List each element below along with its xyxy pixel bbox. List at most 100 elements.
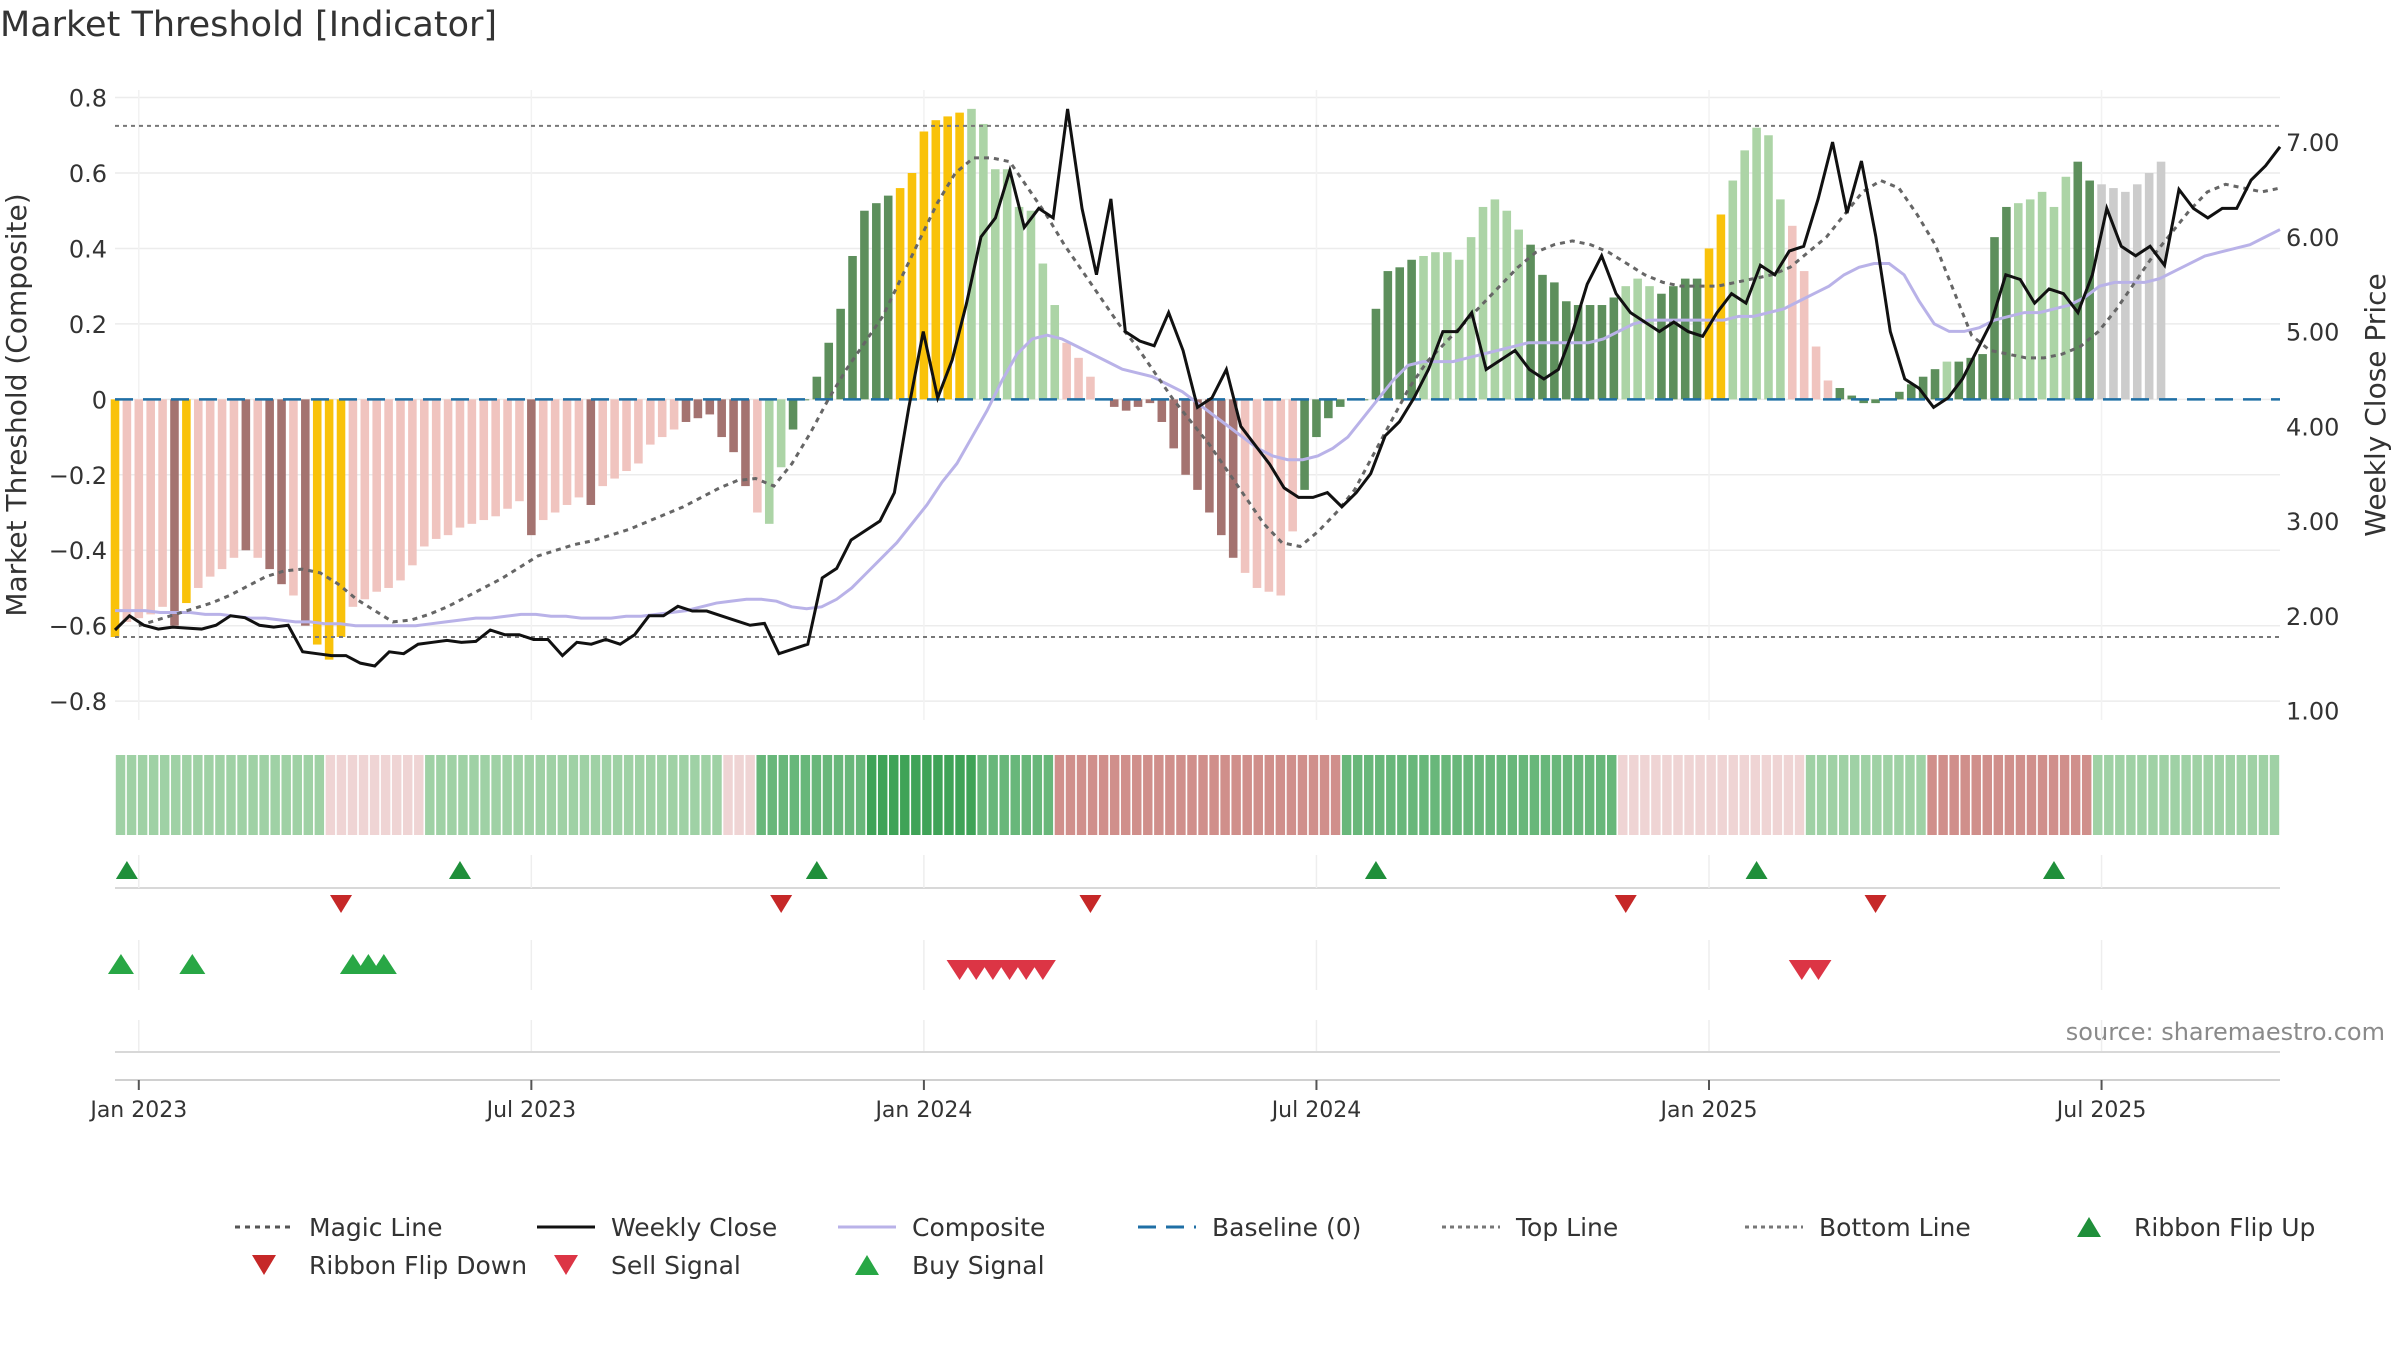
composite-bar	[979, 123, 988, 400]
composite-bar	[1990, 237, 1999, 400]
ribbon-cell	[215, 755, 225, 835]
ribbon-cell	[204, 755, 214, 835]
composite-bar	[1728, 180, 1738, 400]
composite-bar	[1752, 127, 1761, 400]
composite-bar	[1264, 399, 1274, 592]
composite-bar	[134, 399, 144, 619]
ribbon-cell	[2026, 755, 2037, 835]
ribbon-cell	[1551, 755, 1562, 835]
composite-bar	[1573, 305, 1583, 400]
ribbon-cell	[480, 755, 490, 835]
ribbon-cell	[999, 755, 1009, 835]
ribbon-cell	[391, 755, 402, 835]
ribbon-cell	[1297, 755, 1308, 835]
composite-bar	[1895, 391, 1904, 400]
ribbon-cell	[1927, 755, 1937, 835]
ribbon-cell	[1960, 755, 1970, 835]
ribbon-cell	[148, 755, 159, 835]
y2-tick-label: 4.00	[2286, 413, 2339, 441]
ribbon-cell	[1507, 755, 1518, 835]
composite-bar	[812, 376, 822, 400]
composite-bar	[990, 169, 1000, 400]
x-tick-label: Jan 2024	[873, 1098, 972, 1123]
composite-bar	[289, 399, 298, 596]
ribbon-cell	[2214, 755, 2224, 835]
weekly-close-line	[113, 108, 2282, 668]
composite-bar	[1657, 293, 1666, 400]
composite-bar	[2097, 184, 2106, 400]
x-tick-label: Jul 2023	[485, 1098, 577, 1123]
composite-bar	[1312, 399, 1321, 438]
ribbon-cell	[1375, 755, 1385, 835]
composite-bar	[193, 399, 203, 588]
ribbon-cell	[2170, 755, 2180, 835]
ribbon-cell	[1397, 755, 1407, 835]
composite-bar	[1859, 399, 1868, 404]
composite-bar	[1407, 259, 1416, 400]
ribbon-cell	[1043, 755, 1054, 835]
y-tick-label: 0.4	[69, 235, 107, 263]
composite-bar	[1847, 395, 1857, 400]
composite-bar	[907, 172, 917, 400]
composite-bar	[1038, 263, 1048, 400]
composite-bar	[241, 399, 251, 551]
ribbon-cell	[402, 755, 413, 835]
composite-bar	[931, 120, 941, 400]
composite-bar	[1383, 271, 1393, 400]
ribbon-cell	[2258, 755, 2269, 835]
composite-bar	[2014, 203, 2023, 400]
composite-bar	[324, 399, 334, 660]
composite-bar	[788, 399, 798, 430]
ribbon-cell	[2115, 755, 2125, 835]
composite-bar	[1193, 399, 1202, 490]
legend-label: Sell Signal	[611, 1251, 741, 1280]
ribbon-cell	[1132, 755, 1142, 835]
ribbon-cell	[1540, 755, 1551, 835]
ribbon-cell	[347, 755, 358, 835]
legend-swatch	[554, 1255, 578, 1275]
composite-bar	[836, 308, 845, 400]
ribbon-cell	[1861, 755, 1871, 835]
composite-bar	[1157, 399, 1167, 422]
ribbon-cell	[2015, 755, 2026, 835]
ribbon-cell	[1496, 755, 1506, 835]
composite-bar	[1609, 297, 1619, 400]
composite-bar	[1764, 135, 1773, 400]
composite-bar	[1133, 399, 1143, 407]
composite-bar	[110, 399, 120, 638]
composite-bar	[729, 399, 738, 453]
composite-bar	[1252, 399, 1262, 588]
ribbon-cell	[458, 755, 468, 835]
composite-bar	[1966, 357, 1975, 400]
ribbon-cell	[1728, 755, 1738, 835]
y2-tick-label: 7.00	[2286, 129, 2339, 157]
buy-signal-marker	[370, 954, 397, 974]
ribbon-cell	[1772, 755, 1783, 835]
legend-label: Top Line	[1515, 1213, 1618, 1242]
ribbon-cell	[237, 755, 247, 835]
ribbon-cell	[922, 755, 932, 835]
composite-bar	[2132, 184, 2142, 400]
composite-bar	[1300, 399, 1309, 490]
ribbon-flip-up-marker	[1364, 861, 1387, 879]
ribbon-cell	[646, 755, 656, 835]
ribbon-cell	[712, 755, 722, 835]
chart-title: Market Threshold [Indicator]	[0, 5, 497, 45]
ribbon-cell	[568, 755, 579, 835]
composite-bar	[1811, 346, 1821, 400]
composite-bar	[824, 342, 834, 400]
composite-bar	[312, 399, 322, 645]
ribbon-cell	[1993, 755, 2004, 835]
composite-bar	[1823, 380, 1833, 400]
ribbon-cell	[1883, 755, 1893, 835]
composite-bar	[1799, 271, 1809, 400]
ribbon-cell	[303, 755, 314, 835]
ribbon-cell	[734, 755, 744, 835]
ribbon-cell	[1905, 755, 1915, 835]
composite-bar	[396, 399, 405, 581]
legend-label: Baseline (0)	[1212, 1213, 1361, 1242]
ribbon-cell	[844, 755, 855, 835]
y2-tick-label: 1.00	[2286, 698, 2339, 726]
ribbon-cell	[2148, 755, 2158, 835]
ribbon-cell	[1971, 755, 1981, 835]
